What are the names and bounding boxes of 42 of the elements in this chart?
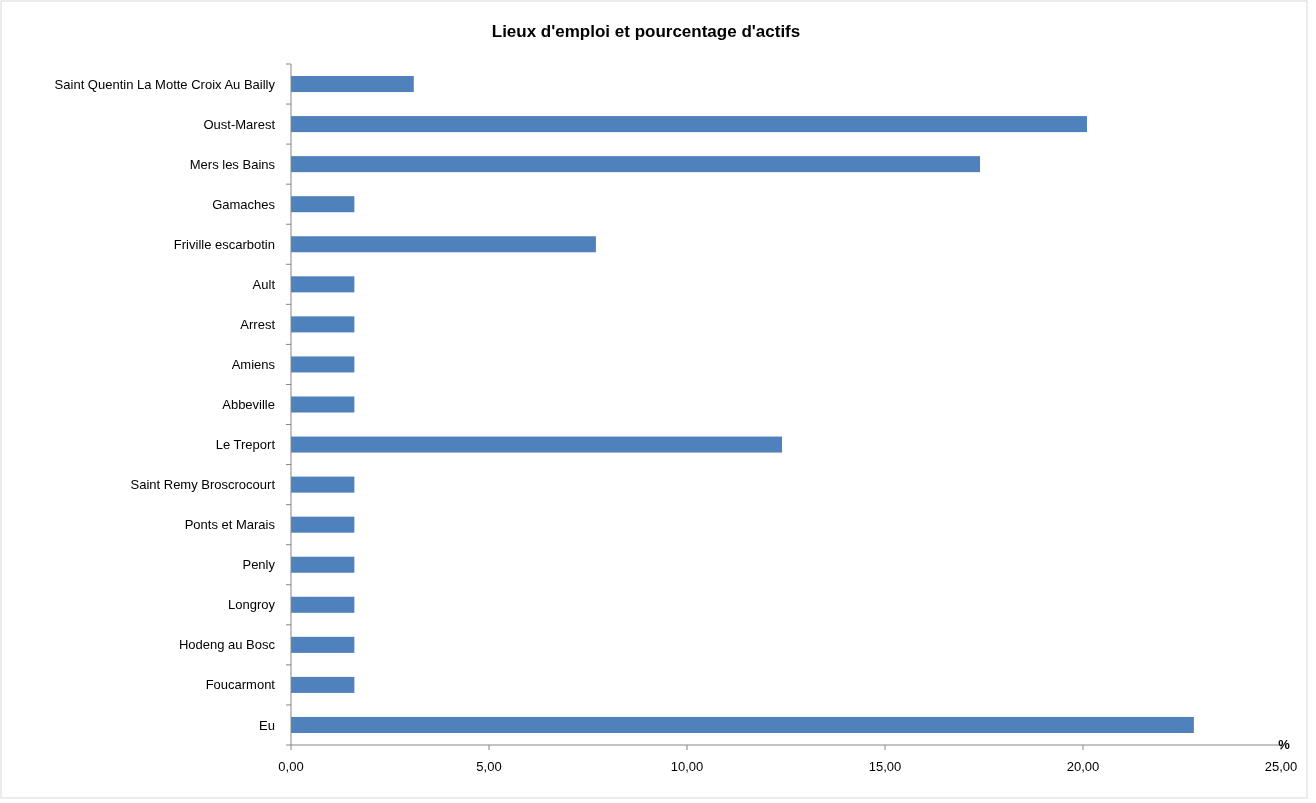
- y-tick-label: Saint Quentin La Motte Croix Au Bailly: [54, 76, 276, 92]
- x-tick-label: 15,00: [868, 759, 902, 774]
- y-tick-label: Gamaches: [212, 196, 276, 212]
- x-axis-title: %: [1278, 737, 1291, 752]
- bar: [291, 476, 355, 493]
- y-tick-label: Mers les Bains: [189, 156, 276, 172]
- y-tick-label: Amiens: [231, 356, 276, 372]
- y-tick-label: Ault: [252, 276, 276, 292]
- y-tick-label: Oust-Marest: [203, 116, 276, 132]
- bar: [291, 516, 355, 533]
- bar: [291, 596, 355, 613]
- y-tick-label: Eu: [259, 717, 275, 733]
- bar: [291, 436, 783, 453]
- x-tick-label: 10,00: [670, 759, 704, 774]
- x-tick-label: 20,00: [1066, 759, 1100, 774]
- bar: [291, 76, 414, 93]
- bar: [291, 156, 981, 173]
- y-tick-label: Friville escarbotin: [173, 236, 275, 252]
- y-tick-label: Penly: [242, 557, 276, 573]
- x-tick-label: 5,00: [476, 759, 502, 774]
- y-tick-label: Arrest: [240, 316, 276, 332]
- y-tick-label: Ponts et Marais: [184, 517, 276, 533]
- y-tick-label: Longroy: [228, 597, 276, 613]
- y-tick-label: Hodeng au Bosc: [178, 637, 276, 653]
- y-tick-label: Foucarmont: [205, 677, 276, 693]
- x-tick-label: 25,00: [1264, 759, 1298, 774]
- bar: [291, 196, 355, 213]
- bar: [291, 116, 1087, 133]
- bar: [291, 236, 596, 253]
- bar: [291, 396, 355, 413]
- bar: [291, 356, 355, 373]
- bar: [291, 716, 1194, 733]
- chart-title: Lieux d'emploi et pourcentage d'actifs: [491, 22, 801, 41]
- bar: [291, 556, 355, 573]
- y-tick-label: Saint Remy Broscrocourt: [130, 477, 276, 493]
- x-tick-label: 0,00: [278, 759, 304, 774]
- y-tick-label: Le Treport: [215, 437, 276, 453]
- bar: [291, 276, 355, 293]
- bar: [291, 636, 355, 653]
- bar: [291, 676, 355, 693]
- bar: [291, 316, 355, 333]
- y-tick-label: Abbeville: [222, 397, 275, 413]
